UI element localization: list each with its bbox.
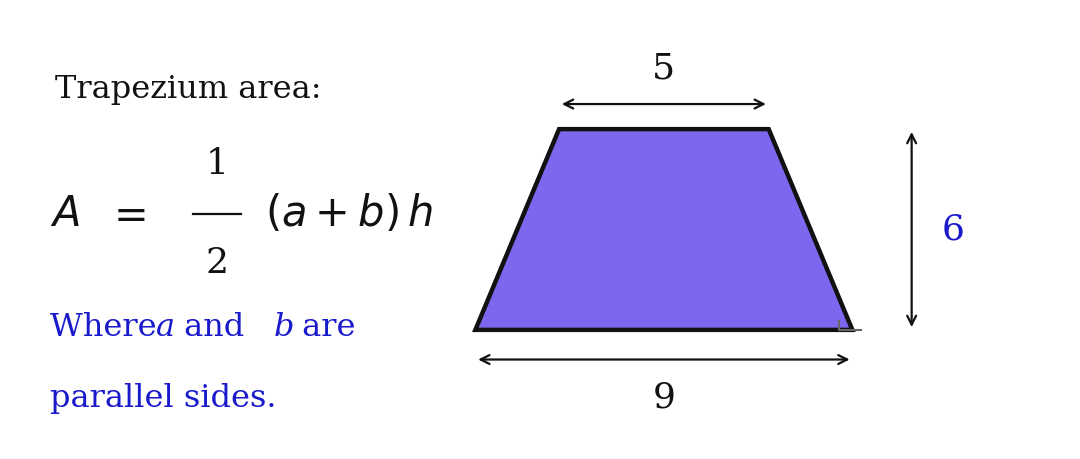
- Text: 2: 2: [205, 246, 228, 280]
- Text: 1: 1: [205, 147, 228, 181]
- Text: 9: 9: [652, 380, 675, 414]
- Text: Trapezium area:: Trapezium area:: [55, 74, 322, 106]
- Text: parallel sides.: parallel sides.: [50, 383, 276, 414]
- Text: $(a + b)\,h$: $(a + b)\,h$: [266, 192, 433, 235]
- Text: $=$: $=$: [105, 192, 146, 235]
- Polygon shape: [475, 129, 852, 330]
- Text: $A$: $A$: [50, 192, 80, 235]
- Text: are: are: [293, 312, 355, 343]
- Text: Where: Where: [50, 312, 166, 343]
- Text: 5: 5: [652, 52, 675, 86]
- Text: a: a: [156, 312, 175, 343]
- Text: b: b: [274, 312, 295, 343]
- Text: 6: 6: [942, 213, 964, 246]
- Text: and: and: [174, 312, 254, 343]
